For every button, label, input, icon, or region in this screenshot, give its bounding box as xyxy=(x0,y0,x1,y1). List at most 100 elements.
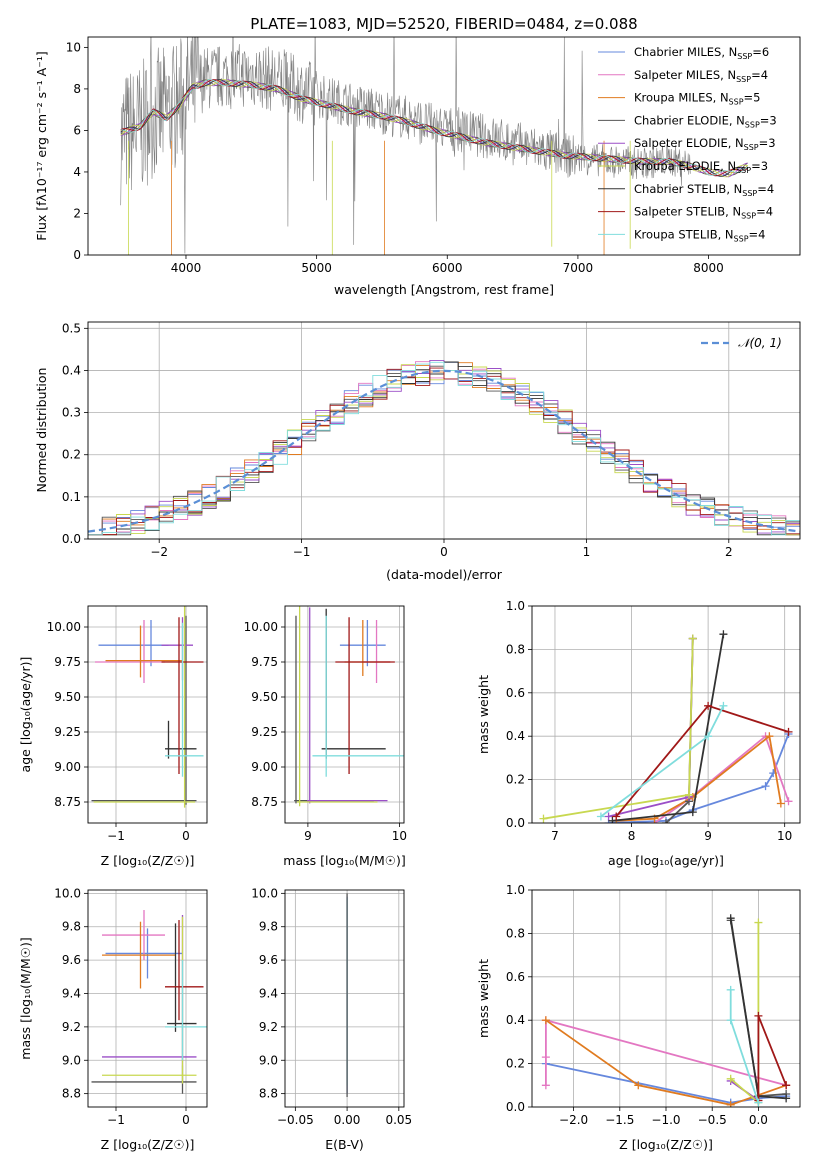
weight-line-kroupa-stelib xyxy=(726,985,763,1107)
x-tick-label: −1 xyxy=(107,829,125,843)
errorbar-salpeter-stelib xyxy=(165,920,204,1021)
weight-line-kroupa-stelib xyxy=(596,701,728,821)
y-tick-label: 9.0 xyxy=(259,1053,278,1067)
x-tick-label: 0 xyxy=(182,1113,190,1127)
x-tick-label: 0.0 xyxy=(749,1113,768,1127)
weight-line-kroupa-elodie xyxy=(539,634,697,823)
y-tick-label: 0.6 xyxy=(506,686,525,700)
legend-label-salpeter-miles-n-4: Salpeter MILES, NSSP=4 xyxy=(634,68,768,84)
histogram-kroupa-stelib xyxy=(88,361,800,536)
weight-line-chabrier-stelib-marker xyxy=(726,914,735,923)
y-tick-label: 0.5 xyxy=(62,321,81,335)
x-axis-label: Z [log₁₀(Z/Z☉)] xyxy=(619,1137,713,1152)
y-tick-label: 9.25 xyxy=(54,725,81,739)
y-tick-label: 9.4 xyxy=(62,986,81,1000)
y-tick-label: 9.50 xyxy=(251,690,278,704)
x-axis-label: (data-model)/error xyxy=(386,567,503,582)
weight-vs-age-panel: 7 8 9 10 0.0 0.2 0.4 0.6 0.8 1.0 age [log₁₀(age/yr… xyxy=(476,599,801,868)
x-tick-label: 4000 xyxy=(171,261,202,275)
weight-line-kroupa-miles-marker xyxy=(776,799,785,808)
errorbar-kroupa-stelib xyxy=(165,960,207,1061)
y-tick-label: 10.00 xyxy=(47,620,81,634)
data-spectrum xyxy=(120,37,691,254)
y-tick-label: 9.00 xyxy=(251,760,278,774)
weight-line-salpeter-stelib-marker xyxy=(704,701,713,710)
y-tick-label: 0.8 xyxy=(506,926,525,940)
errorbar-salpeter-miles xyxy=(102,910,165,961)
y-axis-label: age [log₁₀(age/yr)] xyxy=(18,657,33,773)
axes-frame xyxy=(531,605,801,824)
x-tick-label: 10 xyxy=(777,829,792,843)
y-tick-label: 9.2 xyxy=(62,1020,81,1034)
errorbar-salpeter-elodie xyxy=(306,607,388,804)
legend-label-salpeter-elodie-n-3: Salpeter ELODIE, NSSP=3 xyxy=(634,136,776,152)
axes-frame xyxy=(531,889,801,1108)
y-tick-label: 8.75 xyxy=(251,795,278,809)
y-tick-label: 10.00 xyxy=(244,620,278,634)
y-tick-label: 0.0 xyxy=(506,1100,525,1114)
gaussian-curve xyxy=(88,369,800,533)
x-tick-label: 8000 xyxy=(693,261,724,275)
weight-line-salpeter-miles-marker xyxy=(784,797,793,806)
weight-line-salpeter-miles-path xyxy=(653,734,790,823)
y-tick-label: 9.6 xyxy=(62,953,81,967)
age-vs-Z-panel: −1 0 8.75 9.00 9.25 9.50 9.75 10.00 Z [log₁₀(Z/Z… xyxy=(18,605,208,868)
errorbar-kroupa-stelib xyxy=(165,622,204,777)
y-tick-label: 0.4 xyxy=(62,363,81,377)
model-spectrum-chabrier-stelib xyxy=(120,79,748,177)
x-tick-label: 0 xyxy=(182,829,190,843)
plot-area xyxy=(294,606,404,807)
weight-vs-Z-panel: −2.0 −1.5 −1.0 −0.5 0.0 0.0 0.2 0.4 0.6 0.8 1.0 Z [… xyxy=(476,883,801,1152)
figure-title: PLATE=1083, MJD=52520, FIBERID=0484, z=0… xyxy=(250,15,637,33)
weight-line-kroupa-elodie-marker xyxy=(539,814,548,823)
y-tick-label: 6 xyxy=(73,123,81,137)
x-tick-label: −1 xyxy=(293,545,311,559)
y-tick-label: 10.0 xyxy=(54,886,81,900)
weight-line-kroupa-elodie-marker xyxy=(688,634,697,643)
y-tick-label: 0 xyxy=(73,248,81,262)
x-axis-label: Z [log₁₀(Z/Z☉)] xyxy=(101,1137,195,1152)
weight-line-salpeter-stelib-marker xyxy=(754,1011,763,1020)
weight-line-salpeter-stelib-marker xyxy=(784,727,793,736)
x-tick-label: −1 xyxy=(107,1113,125,1127)
errorbar-salpeter-stelib xyxy=(335,617,395,774)
y-tick-label: 4 xyxy=(73,165,81,179)
weight-line-kroupa-miles-marker xyxy=(634,1081,643,1090)
y-tick-label: 9.25 xyxy=(251,725,278,739)
legend-label-chabrier-miles-n-6: Chabrier MILES, NSSP=6 xyxy=(634,45,769,61)
y-tick-label: 9.0 xyxy=(62,1053,81,1067)
weight-line-chabrier-stelib-marker xyxy=(782,1094,791,1103)
x-tick-label: 10 xyxy=(392,829,407,843)
x-tick-label: −2 xyxy=(150,545,168,559)
axes-frame xyxy=(87,36,801,256)
legend-label-kroupa-miles-n-5: Kroupa MILES, NSSP=5 xyxy=(634,91,760,107)
x-axis-label: Z [log₁₀(Z/Z☉)] xyxy=(101,853,195,868)
weight-line-kroupa-stelib-marker xyxy=(719,701,728,710)
weight-line-chabrier-stelib-marker xyxy=(719,630,728,639)
weight-line-kroupa-stelib-marker xyxy=(704,732,713,741)
axes-frame xyxy=(87,605,208,824)
weight-line-salpeter-stelib-marker xyxy=(612,812,621,821)
x-tick-label: 8 xyxy=(628,829,636,843)
legend-label-chabrier-stelib-n-4: Chabrier STELIB, NSSP=4 xyxy=(634,182,774,198)
y-tick-label: 0.2 xyxy=(506,1057,525,1071)
y-tick-label: 1.0 xyxy=(506,883,525,897)
errorbar-chabrier-miles xyxy=(98,620,169,667)
y-tick-label: 10 xyxy=(66,40,81,54)
weight-line-kroupa-stelib-marker xyxy=(596,812,605,821)
weight-line-salpeter-miles-path xyxy=(545,1019,787,1087)
y-tick-label: 8.8 xyxy=(259,1087,278,1101)
y-tick-label: 0.6 xyxy=(506,970,525,984)
weight-line-salpeter-stelib-marker xyxy=(782,1081,791,1090)
y-axis-label: mass weight xyxy=(476,959,491,1038)
x-tick-label: 7 xyxy=(551,829,559,843)
y-axis-label: Normed distribution xyxy=(34,368,49,493)
x-tick-label: 0.05 xyxy=(385,1113,412,1127)
x-axis-label: mass [log₁₀(M/M☉)] xyxy=(283,853,405,868)
y-tick-label: 0.1 xyxy=(62,490,81,504)
x-tick-label: 9 xyxy=(304,829,312,843)
y-tick-label: 0.3 xyxy=(62,406,81,420)
y-tick-label: 9.8 xyxy=(259,920,278,934)
plot-area xyxy=(120,37,748,255)
